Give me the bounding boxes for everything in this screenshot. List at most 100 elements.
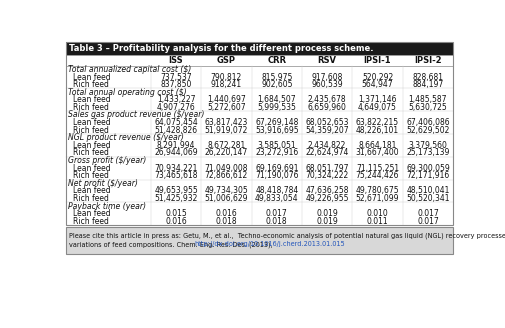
Text: 72,866,612: 72,866,612 [205, 171, 247, 180]
Text: 6,659,960: 6,659,960 [307, 103, 346, 112]
Text: 68,052,653: 68,052,653 [305, 118, 348, 127]
Text: 63,822,215: 63,822,215 [355, 118, 398, 127]
Text: CRR: CRR [267, 56, 286, 65]
Text: 1,485,587: 1,485,587 [408, 95, 446, 104]
Bar [66, 126, 452, 134]
Text: 884,197: 884,197 [412, 80, 443, 89]
Text: Rich feed: Rich feed [73, 217, 109, 226]
Text: 0.018: 0.018 [266, 217, 287, 226]
Text: 2,434,822: 2,434,822 [308, 141, 345, 150]
Bar [66, 66, 452, 73]
Text: Lean feed: Lean feed [73, 164, 111, 173]
Text: 49,734,305: 49,734,305 [204, 187, 248, 195]
Text: Please cite this article in press as: Getu, M., et al.,  Techno-economic analysi: Please cite this article in press as: Ge… [69, 233, 505, 239]
Text: 0.018: 0.018 [215, 217, 237, 226]
Text: 52,629,502: 52,629,502 [406, 126, 448, 134]
Text: 68,051,797: 68,051,797 [305, 164, 348, 173]
Text: 69,300,059: 69,300,059 [405, 164, 449, 173]
Text: Rich feed: Rich feed [73, 103, 109, 112]
Text: 51,006,629: 51,006,629 [204, 194, 247, 203]
Text: 2,435,678: 2,435,678 [307, 95, 346, 104]
Text: 1,371,146: 1,371,146 [358, 95, 396, 104]
Text: variations of feed compositions. Chem. Eng. Res. Des. (2013),: variations of feed compositions. Chem. E… [69, 241, 274, 248]
Text: 5,999,535: 5,999,535 [257, 103, 295, 112]
Text: Rich feed: Rich feed [73, 171, 109, 180]
Text: Rich feed: Rich feed [73, 80, 109, 89]
Bar [66, 42, 452, 225]
Text: 902,605: 902,605 [261, 80, 292, 89]
Text: 790,812: 790,812 [211, 72, 241, 82]
Text: Gross profit ($/year): Gross profit ($/year) [68, 156, 146, 165]
Text: Total annualized capital cost ($): Total annualized capital cost ($) [68, 65, 191, 74]
Text: 52,671,099: 52,671,099 [355, 194, 398, 203]
Text: 67,269,148: 67,269,148 [255, 118, 298, 127]
Text: 0.017: 0.017 [416, 209, 438, 218]
Text: Lean feed: Lean feed [73, 95, 111, 104]
Text: 0.017: 0.017 [265, 209, 287, 218]
Text: 0.017: 0.017 [416, 217, 438, 226]
Text: Rich feed: Rich feed [73, 149, 109, 157]
Text: 48,510,041: 48,510,041 [406, 187, 448, 195]
Text: 51,425,932: 51,425,932 [154, 194, 197, 203]
Text: 51,428,826: 51,428,826 [154, 126, 197, 134]
Text: 48,418,784: 48,418,784 [255, 187, 298, 195]
Bar [66, 149, 452, 157]
Text: 49,653,955: 49,653,955 [154, 187, 197, 195]
Bar [66, 187, 452, 195]
Text: 737,537: 737,537 [160, 72, 191, 82]
Text: 0.010: 0.010 [366, 209, 388, 218]
Text: 0.016: 0.016 [165, 217, 186, 226]
Bar [66, 142, 452, 149]
Text: 26,944,069: 26,944,069 [154, 149, 197, 157]
Text: 520,292: 520,292 [361, 72, 392, 82]
Text: 1,440,697: 1,440,697 [207, 95, 245, 104]
Text: 71,190,076: 71,190,076 [255, 171, 298, 180]
Text: 69,169,691: 69,169,691 [255, 164, 298, 173]
Text: 1,684,507: 1,684,507 [257, 95, 295, 104]
Text: 828,681: 828,681 [412, 72, 442, 82]
Text: Total annual operating cost ($): Total annual operating cost ($) [68, 88, 186, 97]
Bar [66, 210, 452, 217]
Text: IPSI-1: IPSI-1 [363, 56, 390, 65]
Text: Payback time (year): Payback time (year) [68, 202, 145, 211]
Text: Table 3 – Profitability analysis for the different process scheme.: Table 3 – Profitability analysis for the… [69, 44, 373, 53]
Text: 3,379,560: 3,379,560 [408, 141, 446, 150]
Text: 53,916,695: 53,916,695 [255, 126, 298, 134]
Text: 25,173,139: 25,173,139 [406, 149, 448, 157]
Text: 23,272,916: 23,272,916 [255, 149, 298, 157]
Text: 73,465,618: 73,465,618 [154, 171, 197, 180]
Text: 4,649,075: 4,649,075 [358, 103, 396, 112]
Bar [66, 104, 452, 111]
Text: IPSI-2: IPSI-2 [413, 56, 441, 65]
Text: 26,220,147: 26,220,147 [205, 149, 247, 157]
Bar [66, 55, 452, 66]
Text: Lean feed: Lean feed [73, 141, 111, 150]
Text: 49,833,054: 49,833,054 [255, 194, 298, 203]
Text: 49,780,675: 49,780,675 [355, 187, 398, 195]
Text: NGL product revenue ($/year): NGL product revenue ($/year) [68, 133, 183, 142]
Text: Rich feed: Rich feed [73, 126, 109, 134]
Text: 5,272,607: 5,272,607 [207, 103, 245, 112]
Text: 67,406,086: 67,406,086 [406, 118, 449, 127]
Bar [66, 164, 452, 172]
Text: Lean feed: Lean feed [73, 72, 111, 82]
Text: RSV: RSV [317, 56, 336, 65]
Text: 0.016: 0.016 [215, 209, 237, 218]
Text: 70,934,221: 70,934,221 [154, 164, 197, 173]
Text: http://dx.doi.org/10.1016/j.cherd.2013.01.015: http://dx.doi.org/10.1016/j.cherd.2013.0… [194, 241, 344, 247]
Text: 49,226,955: 49,226,955 [305, 194, 348, 203]
Text: 0.019: 0.019 [316, 209, 337, 218]
Text: 1,433,227: 1,433,227 [157, 95, 195, 104]
Text: 4,907,276: 4,907,276 [157, 103, 195, 112]
Text: 50,520,341: 50,520,341 [406, 194, 449, 203]
Bar [66, 111, 452, 119]
Text: 3,585,051: 3,585,051 [257, 141, 295, 150]
Text: 917,608: 917,608 [311, 72, 342, 82]
Text: 63,817,423: 63,817,423 [205, 118, 247, 127]
Text: 8,672,281: 8,672,281 [207, 141, 245, 150]
Bar [66, 96, 452, 104]
Bar [66, 217, 452, 225]
Text: 960,539: 960,539 [311, 80, 342, 89]
Bar [66, 73, 452, 81]
Text: Lean feed: Lean feed [73, 118, 111, 127]
